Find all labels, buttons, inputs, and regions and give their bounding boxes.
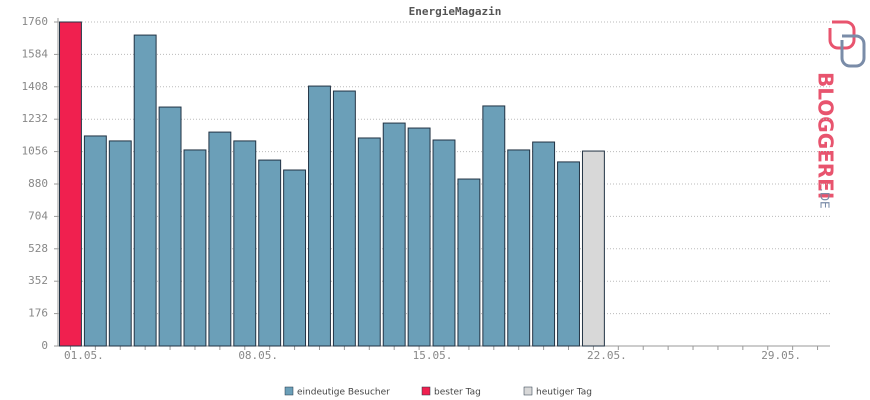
legend-swatch	[421, 386, 431, 396]
bar	[108, 140, 132, 347]
bar	[507, 149, 531, 347]
x-tick-label: 01.05.	[64, 349, 104, 362]
bar	[308, 85, 331, 347]
legend-label: eindeutige Besucher	[297, 388, 390, 398]
bar	[258, 159, 282, 347]
y-tick-label: 1760	[22, 15, 49, 28]
bar	[532, 141, 556, 347]
chart-title: EnergieMagazin	[409, 5, 502, 18]
y-tick-label: 1056	[22, 145, 49, 158]
logo-icon	[840, 34, 866, 68]
y-tick-label: 528	[28, 242, 48, 255]
bar	[133, 34, 157, 347]
bar	[382, 122, 406, 347]
logo-icon	[828, 20, 856, 50]
bar	[283, 169, 307, 347]
y-tick-label: 352	[28, 274, 48, 287]
y-tick-label: 176	[28, 307, 48, 320]
bar	[432, 139, 456, 347]
bar	[83, 135, 107, 347]
y-tick-label: 1584	[22, 47, 49, 60]
x-tick-label: 08.05.	[238, 349, 278, 362]
bar	[183, 149, 207, 347]
y-tick-label: 0	[41, 339, 48, 352]
legend: eindeutige Besucher bester Tag heutiger Ta…	[284, 386, 592, 398]
x-tick-label: 15.05.	[413, 349, 453, 362]
logo-name: BLOGGEREI	[814, 72, 838, 199]
legend-swatch	[523, 386, 533, 396]
bar	[482, 105, 506, 347]
logo-tld: .DE	[818, 188, 832, 209]
logo: BLOGGEREI .DE	[814, 20, 866, 209]
bar	[208, 131, 232, 347]
y-tick-label: 704	[28, 209, 48, 222]
bar	[233, 140, 257, 347]
x-tick-label: 29.05.	[761, 349, 801, 362]
bar	[332, 90, 356, 347]
y-tick-label: 1408	[22, 80, 49, 93]
legend-label: heutiger Tag	[536, 388, 592, 398]
y-tick-label: 1232	[22, 112, 49, 125]
bar	[457, 178, 481, 347]
bar	[158, 106, 182, 347]
bar	[407, 127, 431, 347]
legend-swatch	[284, 386, 294, 396]
bar	[581, 150, 605, 347]
x-tick-label: 22.05.	[587, 349, 627, 362]
bar	[59, 21, 82, 347]
bar	[357, 137, 381, 347]
y-tick-label: 880	[28, 177, 48, 190]
bar	[557, 161, 580, 347]
legend-label: bester Tag	[434, 388, 481, 398]
